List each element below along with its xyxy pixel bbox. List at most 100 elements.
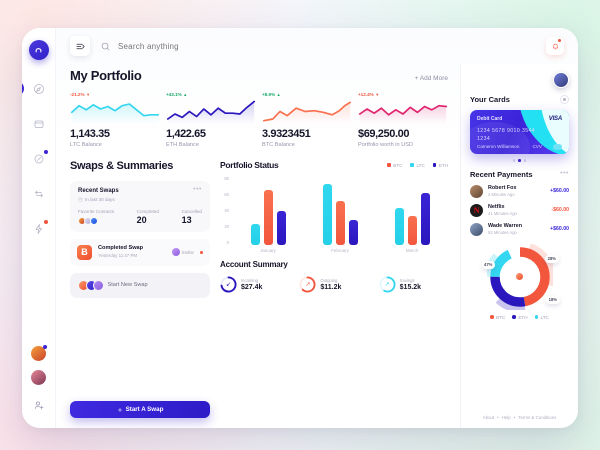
payment-text: Wade Warren 52 Minutes Ago xyxy=(488,223,545,236)
y-tick: 20 xyxy=(224,224,229,229)
portfolio-label: Portfolio worth in USD xyxy=(358,142,414,148)
right-panel-top xyxy=(470,72,569,88)
bar-btc[interactable] xyxy=(407,216,417,245)
sidebar-item-compass[interactable] xyxy=(22,78,51,100)
brand-logo-icon[interactable] xyxy=(28,40,49,60)
cards-options-button[interactable] xyxy=(560,95,569,104)
completed-swap-text: Completed Swap Yesterday 11:47 PM xyxy=(98,245,166,258)
portfolio-label: ETH Balance xyxy=(166,142,199,148)
x-tick-march: March xyxy=(405,248,419,253)
sidebar-item-transfer[interactable] xyxy=(27,183,51,205)
legend-label-eth: ETH xyxy=(438,162,448,168)
sidebar-item-flash[interactable] xyxy=(27,218,51,240)
payment-row[interactable]: Wade Warren 52 Minutes Ago +$60.00 xyxy=(470,222,569,236)
debit-card[interactable]: Debit Card VISA 1234 5678 9010 3544 1234… xyxy=(470,110,569,154)
donut-legend-eth[interactable]: ETH xyxy=(512,315,528,320)
rail-avatar-1[interactable] xyxy=(31,345,47,361)
add-user-icon[interactable] xyxy=(27,394,51,416)
sidebar-item-send[interactable] xyxy=(27,148,51,170)
legend-item-ltc[interactable]: LTC xyxy=(410,163,425,168)
rail-avatar-2[interactable] xyxy=(31,370,46,385)
savings-value: $15.2k xyxy=(399,284,422,291)
donut-legend-btc[interactable]: BTC xyxy=(490,315,505,320)
sidebar-item-wallet[interactable] xyxy=(27,113,51,135)
avatar[interactable] xyxy=(553,72,569,88)
payment-row[interactable]: Netflix 41 Minutes Ago -$60.00 xyxy=(470,203,569,217)
search-bar[interactable] xyxy=(100,41,536,52)
portfolio-card[interactable]: -21.2% ▼ 1,143.35 LTC Balance xyxy=(70,92,160,148)
account-summary-item-incoming[interactable]: ↙ Incoming $27.4k xyxy=(220,276,289,293)
payment-time: 52 Minutes Ago xyxy=(488,230,517,236)
legend-item-btc[interactable]: BTC xyxy=(387,163,402,168)
footer-link-terms[interactable]: Terms & Conditions xyxy=(518,415,557,420)
portfolio-value: 3.9323451 xyxy=(262,128,311,140)
recent-swaps-card[interactable]: Recent Swaps In last 30 days ••• xyxy=(70,181,210,232)
donut-label-btc: 47% xyxy=(481,260,495,269)
legend-item-eth[interactable]: ETH xyxy=(432,162,448,168)
y-tick: 80 xyxy=(224,176,229,181)
payment-row[interactable]: Robert Fox 2 Minutes Ago +$60.00 xyxy=(470,184,569,198)
menu-icon[interactable] xyxy=(70,36,90,56)
footer-link-about[interactable]: About xyxy=(482,415,495,420)
payment-text: Robert Fox 2 Minutes Ago xyxy=(488,185,545,198)
card-type-label: Debit Card xyxy=(477,116,503,122)
card-holder-name: Cameron Williamson xyxy=(477,144,520,150)
completed-stat: Completed 20 xyxy=(137,209,159,225)
donut-legend-ltc[interactable]: LTC xyxy=(534,315,549,320)
portfolio-card[interactable]: +43.1% ▲ 1,422.65 ETH Balance xyxy=(166,92,256,148)
bar-btc[interactable] xyxy=(335,200,345,245)
portfolio-card[interactable]: +8.9% ▲ 3.9323451 BTC Balance xyxy=(262,92,352,148)
coin-avatars xyxy=(78,279,104,291)
carousel-dot[interactable] xyxy=(523,159,527,162)
calendar-icon xyxy=(78,197,83,202)
legend-swatch-btc xyxy=(490,315,494,319)
bar-ltc[interactable] xyxy=(394,208,404,245)
account-summary-items: ↙ Incoming $27.4k xyxy=(220,276,448,293)
stellar-icon xyxy=(171,248,180,256)
portfolio-change: +12.4% ▼ xyxy=(358,92,448,97)
start-a-swap-button[interactable]: Start A Swap xyxy=(70,401,210,418)
bar-eth[interactable] xyxy=(420,192,430,245)
dot-icon xyxy=(563,98,566,101)
account-summary-item-outgoing[interactable]: ↗ Outgoing $11.2k xyxy=(299,276,368,293)
account-summary-item-savings[interactable]: ↗ Savings $15.2k xyxy=(379,276,448,293)
bar-ltc[interactable] xyxy=(250,223,260,245)
portfolio-header: My Portfolio + Add More xyxy=(70,68,448,83)
bar-ltc[interactable] xyxy=(322,183,332,245)
swaps-panel: Swaps & Summaries Recent Swaps In last 3… xyxy=(70,160,210,428)
your-cards-title: Your Cards xyxy=(470,95,510,104)
add-more-button[interactable]: + Add More xyxy=(414,75,448,82)
sparkline-usd xyxy=(358,99,448,124)
recent-payments-header: Recent Payments ••• xyxy=(470,170,569,179)
recent-swaps-heading: Recent Swaps In last 30 days xyxy=(78,188,119,202)
portfolio-card[interactable]: +12.4% ▼ $69,250.00 Portfolio worth in US… xyxy=(358,92,448,148)
notifications-button[interactable] xyxy=(546,37,564,55)
bar-btc[interactable] xyxy=(263,189,273,245)
page-title: My Portfolio xyxy=(70,68,142,83)
start-new-swap-row[interactable]: Start New Swap xyxy=(70,272,210,298)
footer-link-help[interactable]: Help xyxy=(501,415,511,420)
donut-center-icon xyxy=(487,244,553,310)
completed-swap-card[interactable]: Ƀ Completed Swap Yesterday 11:47 PM Stel… xyxy=(70,238,210,266)
swap-target-label: Stellar xyxy=(181,249,194,255)
favorite-contacts[interactable]: Favorite Contacts xyxy=(78,209,114,225)
payment-amount: +$60.00 xyxy=(550,188,569,194)
search-input[interactable] xyxy=(118,41,278,51)
recent-swaps-menu-icon[interactable]: ••• xyxy=(193,186,202,193)
flash-badge xyxy=(43,220,48,224)
bar-eth[interactable] xyxy=(348,220,358,245)
favorite-contacts-label: Favorite Contacts xyxy=(78,208,114,214)
plus-icon xyxy=(117,407,122,412)
carousel-dot-active[interactable] xyxy=(518,159,521,162)
carousel-dot[interactable] xyxy=(512,159,516,162)
content-region: My Portfolio + Add More -21.2% ▼ xyxy=(56,64,578,428)
cancelled-value: 13 xyxy=(181,214,192,225)
card-carousel-dots[interactable] xyxy=(470,159,569,162)
bar-group-march: March xyxy=(394,176,430,253)
completed-swap-time: Yesterday 11:47 PM xyxy=(98,252,138,258)
portfolio-label: BTC Balance xyxy=(262,142,295,148)
bar-eth[interactable] xyxy=(276,210,286,245)
donut-slice-eth xyxy=(489,246,550,307)
recent-payments-menu-icon[interactable]: ••• xyxy=(560,169,569,177)
legend-label-btc: BTC xyxy=(496,314,506,320)
